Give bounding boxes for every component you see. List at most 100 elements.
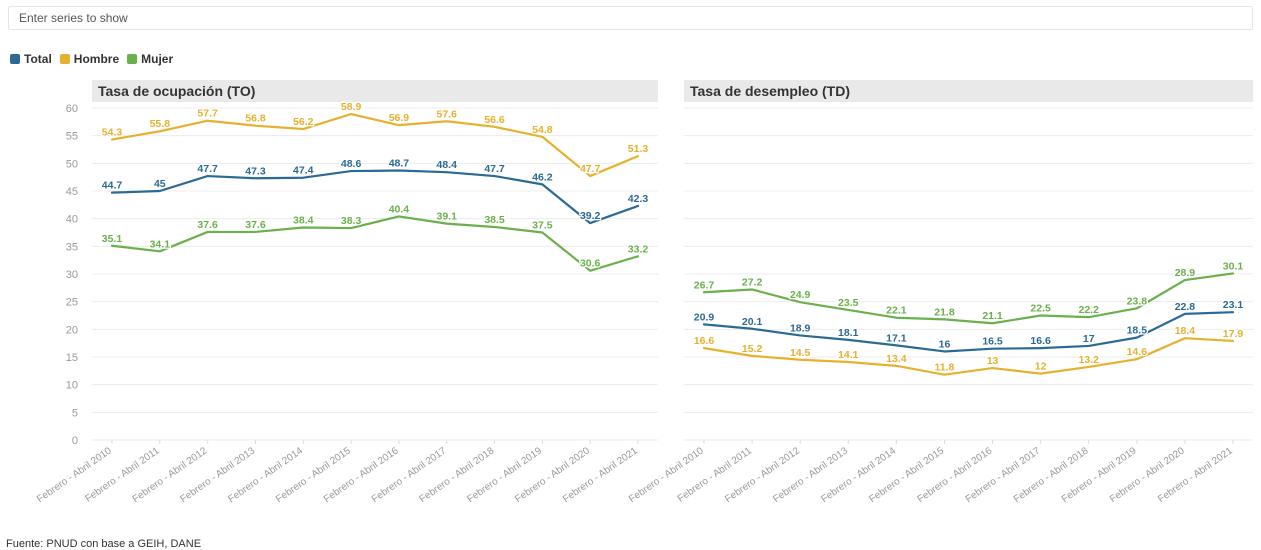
y-tick-label: 25: [66, 297, 78, 309]
series-line-total-td: [702, 311, 1235, 353]
data-label-mujer-td: 22.2: [1079, 304, 1100, 316]
data-label-hombre-to: 58.9: [341, 101, 362, 113]
series-line-hombre-to: [110, 112, 640, 178]
data-label-total-td: 20.9: [694, 311, 715, 323]
data-label-hombre-to: 47.7: [580, 163, 601, 175]
data-label-total-td: 16: [939, 338, 951, 350]
data-label-total-td: 17: [1083, 333, 1095, 345]
y-tick-label: 45: [66, 186, 78, 198]
data-label-hombre-to: 56.9: [389, 112, 410, 124]
data-label-mujer-to: 39.1: [437, 211, 458, 223]
y-tick-label: 60: [66, 103, 78, 115]
data-label-hombre-td: 14.6: [1127, 346, 1148, 358]
legend-swatch-total: [10, 54, 20, 64]
data-label-total-to: 47.7: [197, 163, 218, 175]
data-label-hombre-to: 57.6: [437, 108, 458, 120]
data-label-mujer-td: 21.1: [982, 310, 1003, 322]
data-label-mujer-td: 22.1: [886, 305, 907, 317]
data-label-total-td: 20.1: [742, 316, 763, 328]
data-label-hombre-td: 14.5: [790, 347, 811, 359]
series-line-hombre-td: [702, 337, 1235, 376]
y-tick-label: 50: [66, 158, 78, 170]
series-line-mujer-to: [110, 215, 640, 272]
data-label-total-td: 16.6: [1030, 335, 1051, 347]
data-label-total-td: 18.9: [790, 322, 811, 334]
data-label-hombre-to: 56.8: [245, 113, 266, 125]
data-label-hombre-to: 54.8: [532, 124, 553, 136]
data-label-hombre-td: 13.4: [886, 353, 907, 365]
data-label-total-td: 17.1: [886, 332, 907, 344]
data-label-total-to: 47.3: [245, 165, 266, 177]
data-label-mujer-td: 21.8: [934, 306, 955, 318]
panel-title-to: Tasa de ocupación (TO): [98, 83, 255, 99]
x-tick-label-to: Febrero - Abril 2010: [35, 445, 114, 505]
legend-swatch-mujer: [127, 54, 138, 64]
y-tick-label: 40: [66, 214, 78, 226]
legend-label-hombre: Hombre: [73, 52, 120, 66]
source-note: Fuente: PNUD con base a GEIH, DANE: [6, 538, 202, 550]
data-label-mujer-to: 33.2: [628, 243, 649, 255]
panel-title-bar-to: [92, 80, 658, 102]
data-label-hombre-td: 12: [1035, 361, 1047, 373]
legend-swatch-hombre: [59, 54, 70, 64]
data-label-total-to: 39.2: [580, 210, 601, 222]
data-label-mujer-td: 23.5: [838, 297, 859, 309]
data-label-total-to: 48.4: [437, 159, 458, 171]
y-tick-label: 0: [72, 435, 78, 447]
data-label-total-td: 18.1: [838, 327, 859, 339]
data-label-hombre-td: 14.1: [838, 349, 859, 361]
chart-legend: Total Hombre Mujer: [10, 52, 173, 66]
legend-item-mujer[interactable]: Mujer: [127, 52, 173, 66]
y-tick-label: 30: [66, 269, 78, 281]
y-tick-label: 35: [66, 241, 78, 253]
data-label-hombre-to: 55.8: [150, 118, 171, 130]
data-label-hombre-to: 56.2: [293, 116, 314, 128]
data-label-mujer-to: 35.1: [102, 233, 123, 245]
data-label-total-to: 47.7: [484, 163, 505, 175]
data-label-total-to: 46.2: [532, 171, 553, 183]
legend-item-total[interactable]: Total: [10, 52, 52, 66]
panel-title-td: Tasa de desempleo (TD): [690, 83, 850, 99]
data-label-mujer-td: 26.7: [694, 279, 715, 291]
y-tick-label: 20: [66, 324, 78, 336]
data-label-mujer-to: 30.6: [580, 258, 601, 270]
data-label-hombre-td: 18.4: [1175, 325, 1196, 337]
legend-item-hombre[interactable]: Hombre: [59, 52, 120, 66]
y-tick-label: 15: [66, 352, 78, 364]
data-label-hombre-td: 16.6: [694, 335, 715, 347]
legend-label-mujer: Mujer: [141, 52, 174, 66]
data-label-hombre-td: 11.8: [935, 362, 955, 374]
data-label-mujer-to: 37.6: [197, 219, 218, 231]
data-label-hombre-to: 54.3: [102, 127, 123, 139]
series-line-mujer-td: [702, 272, 1235, 325]
data-label-hombre-td: 13.2: [1079, 354, 1100, 366]
data-label-mujer-td: 24.9: [790, 289, 811, 301]
data-label-mujer-to: 38.4: [293, 215, 314, 227]
data-label-hombre-td: 17.9: [1223, 328, 1244, 340]
data-label-total-td: 18.5: [1127, 325, 1148, 337]
data-label-mujer-to: 38.3: [341, 215, 362, 227]
data-label-mujer-td: 30.1: [1223, 260, 1244, 272]
charts-svg: Tasa de ocupación (TO) 0 5 10 15 20 25 30 35 40 45…: [35, 80, 1253, 505]
data-label-total-to: 42.3: [628, 193, 649, 205]
data-label-total-td: 16.5: [982, 336, 1003, 348]
data-label-mujer-to: 37.6: [245, 219, 266, 231]
data-label-total-to: 48.7: [389, 158, 410, 170]
data-label-mujer-to: 37.5: [532, 220, 553, 232]
series-search-input[interactable]: [8, 6, 1253, 30]
data-label-hombre-td: 13: [987, 355, 999, 367]
data-label-total-to: 48.6: [341, 158, 362, 170]
data-label-total-td: 22.8: [1175, 301, 1196, 313]
legend-label-total: Total: [24, 52, 52, 66]
y-tick-label: 5: [72, 407, 78, 419]
y-tick-label: 10: [66, 380, 78, 392]
data-label-mujer-td: 28.9: [1175, 267, 1196, 279]
data-label-hombre-to: 56.6: [484, 114, 505, 126]
data-label-hombre-to: 51.3: [628, 143, 649, 155]
data-label-mujer-to: 34.1: [150, 238, 171, 250]
series-line-total-to: [110, 169, 640, 225]
data-label-total-td: 23.1: [1223, 299, 1244, 311]
panel-title-bar-td: [684, 80, 1253, 102]
data-label-mujer-td: 27.2: [742, 276, 763, 288]
data-label-total-to: 44.7: [102, 180, 123, 192]
